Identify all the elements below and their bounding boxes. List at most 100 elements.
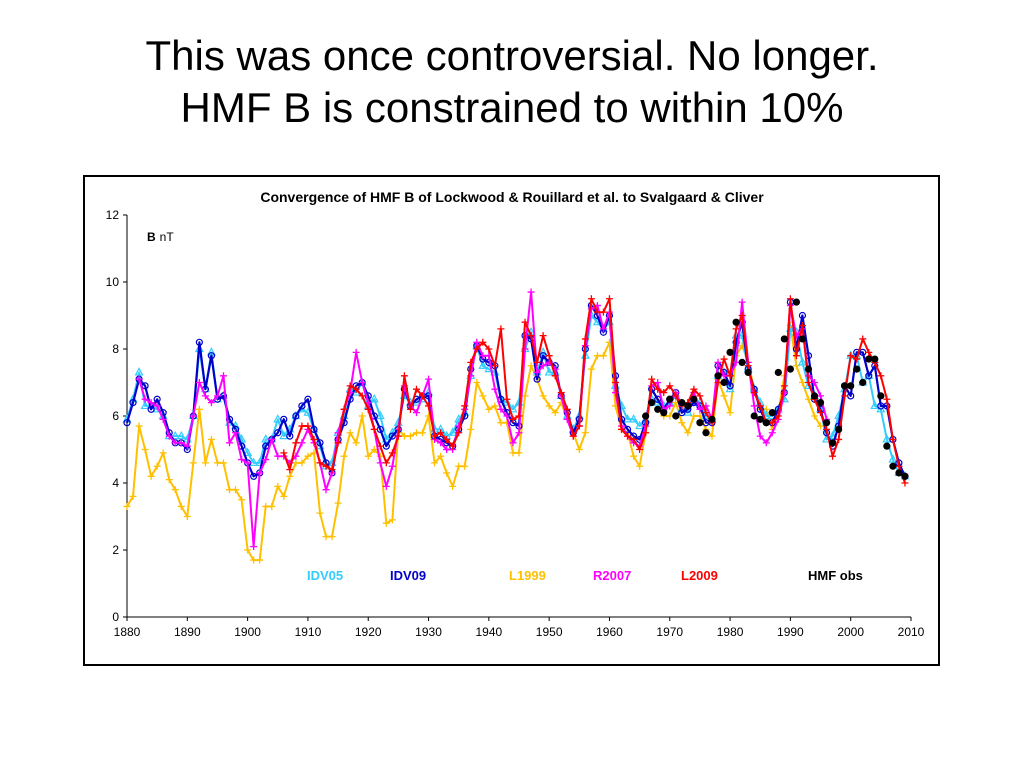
- data-point-hmf-obs: [702, 429, 710, 437]
- data-point-l1999: [485, 405, 493, 413]
- data-point-idv05: [828, 430, 838, 440]
- data-point-l2009: [551, 372, 559, 380]
- data-point-idv05: [635, 420, 645, 430]
- chart-title: Convergence of HMF B of Lockwood & Rouil…: [260, 189, 764, 205]
- data-point-idv09: [292, 412, 300, 420]
- data-point-hmf-obs: [786, 365, 794, 373]
- data-point-l1999: [238, 496, 246, 504]
- data-point-hmf-obs: [732, 318, 740, 326]
- data-point-l1999: [630, 452, 638, 460]
- data-point-r2007: [189, 412, 197, 420]
- data-point-l1999: [141, 446, 149, 453]
- data-point-hmf-obs: [877, 392, 885, 400]
- data-point-l2009: [587, 295, 595, 303]
- data-point-idv09: [195, 338, 203, 346]
- data-point-idv05: [243, 447, 253, 456]
- data-point-l1999: [581, 429, 589, 437]
- data-point-hmf-obs: [708, 415, 716, 423]
- data-point-l1999: [509, 449, 517, 457]
- data-point-l2009: [509, 415, 517, 423]
- data-point-l1999: [334, 499, 342, 507]
- data-point-l2009: [804, 379, 812, 386]
- data-point-idv05: [261, 434, 271, 443]
- data-point-l2009: [358, 392, 366, 400]
- data-point-l2009: [648, 375, 656, 383]
- data-point-l2009: [455, 429, 463, 437]
- data-point-l2009: [575, 422, 583, 430]
- data-point-hmf-obs: [684, 402, 692, 410]
- data-point-l2009: [696, 392, 704, 400]
- data-point-l1999: [804, 395, 812, 403]
- x-tick-label: 1990: [777, 625, 804, 639]
- data-point-l1999: [298, 459, 306, 467]
- data-point-idv09: [732, 338, 740, 346]
- x-tick-label: 1950: [536, 625, 563, 639]
- data-point-l1999: [346, 429, 354, 437]
- data-point-idv09: [678, 409, 686, 417]
- data-point-l2009: [835, 435, 843, 443]
- data-point-idv09: [304, 395, 312, 403]
- data-point-r2007: [696, 405, 704, 413]
- data-point-hmf-obs: [720, 378, 728, 387]
- data-point-hmf-obs: [816, 399, 825, 407]
- data-point-l1999: [328, 533, 336, 541]
- data-point-l1999: [587, 365, 595, 373]
- data-point-l1999: [268, 502, 276, 510]
- data-point-idv09: [123, 419, 131, 427]
- data-point-l1999: [123, 502, 131, 510]
- data-point-l2009: [286, 466, 294, 474]
- data-point-l1999: [147, 472, 155, 480]
- data-point-l2009: [557, 389, 565, 397]
- x-tick-label: 1930: [415, 625, 442, 639]
- data-point-l2009: [774, 412, 782, 420]
- data-point-l2009: [841, 392, 849, 400]
- data-point-idv05: [134, 367, 144, 376]
- data-point-r2007: [720, 372, 728, 380]
- data-point-l2009: [425, 402, 433, 410]
- data-point-hmf-obs: [696, 419, 704, 427]
- data-point-idv09: [865, 372, 873, 380]
- data-point-l2009: [352, 385, 360, 393]
- data-point-l2009: [690, 385, 698, 393]
- data-point-l2009: [412, 385, 420, 393]
- data-point-r2007: [244, 459, 252, 467]
- data-point-l1999: [551, 409, 559, 417]
- data-point-hmf-obs: [660, 409, 668, 417]
- data-point-idv09: [726, 382, 734, 390]
- data-point-l1999: [256, 556, 264, 564]
- data-point-r2007: [274, 452, 282, 460]
- data-point-l2009: [527, 332, 535, 340]
- chart-frame: Convergence of HMF B of Lockwood & Rouil…: [83, 175, 940, 666]
- data-point-l2009: [829, 452, 837, 460]
- data-point-hmf-obs: [895, 469, 903, 477]
- data-point-r2007: [213, 392, 221, 400]
- data-point-r2007: [768, 429, 776, 437]
- data-point-idv05: [508, 404, 518, 413]
- data-point-l2009: [593, 308, 601, 316]
- data-point-hmf-obs: [756, 415, 764, 423]
- data-point-hmf-obs: [883, 442, 891, 450]
- data-point-r2007: [171, 439, 179, 447]
- legend-entry-l1999: L1999: [509, 568, 546, 583]
- data-point-hmf-obs: [762, 419, 770, 427]
- data-point-l2009: [889, 435, 897, 443]
- data-point-idv05: [870, 400, 880, 410]
- data-point-r2007: [382, 482, 390, 490]
- data-point-hmf-obs: [654, 405, 662, 413]
- data-point-r2007: [177, 439, 185, 447]
- data-point-idv09: [129, 399, 137, 407]
- data-point-l2009: [744, 362, 752, 370]
- data-point-l2009: [630, 435, 638, 443]
- data-point-r2007: [533, 368, 541, 376]
- data-point-l2009: [847, 352, 855, 360]
- data-point-r2007: [232, 429, 240, 437]
- data-point-l1999: [171, 486, 179, 494]
- data-point-l2009: [533, 358, 541, 366]
- data-point-l1999: [340, 452, 348, 460]
- data-point-l1999: [539, 392, 547, 400]
- data-point-idv05: [623, 414, 633, 423]
- data-point-r2007: [750, 402, 758, 410]
- data-point-r2007: [599, 325, 607, 333]
- data-point-hmf-obs: [871, 355, 879, 363]
- data-point-l1999: [437, 452, 445, 460]
